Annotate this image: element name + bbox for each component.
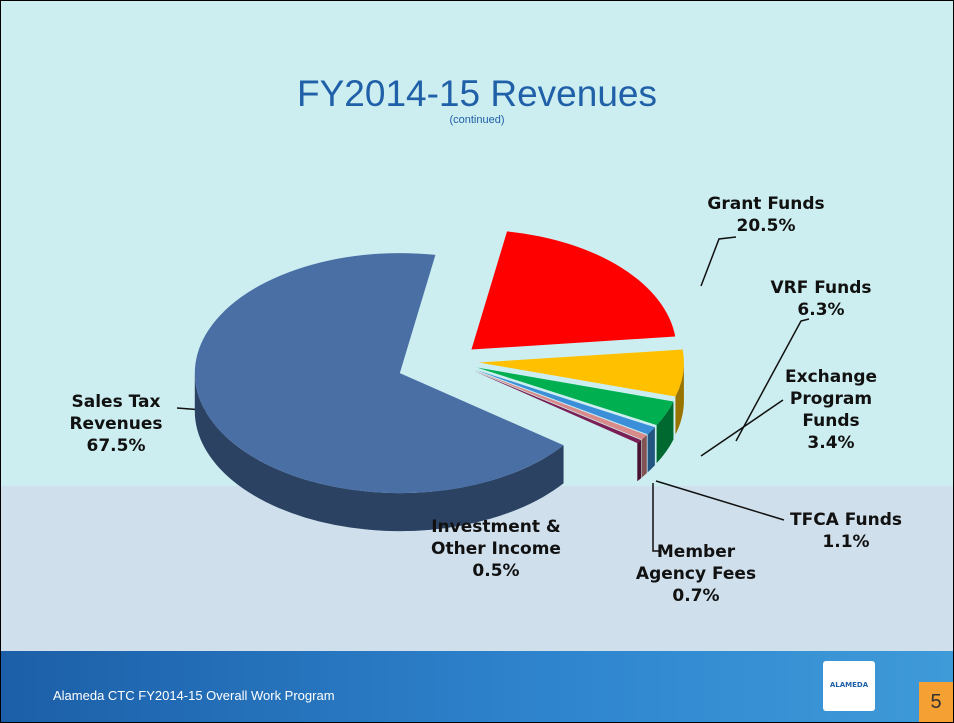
leader-line [700, 236, 737, 287]
slice-label: TFCA Funds 1.1% [776, 509, 916, 553]
pie-slice [473, 370, 642, 444]
slice-side [647, 427, 655, 473]
slice-label: Sales Tax Revenues 67.5% [51, 391, 181, 457]
footer-bar [1, 651, 953, 722]
leader-line [700, 399, 784, 457]
pie-slice [476, 367, 674, 426]
leader-lines [176, 236, 810, 552]
slice-label: Member Agency Fees 0.7% [631, 541, 761, 607]
slice-side [194, 373, 564, 532]
slice-name: Exchange Program Funds [784, 367, 878, 431]
slice-value: 0.7% [672, 586, 720, 606]
chart-title: FY2014-15 Revenues [297, 73, 657, 114]
slice-value: 3.4% [807, 433, 855, 453]
slice-label: Investment & Other Income 0.5% [416, 516, 576, 582]
slice-name: VRF Funds [770, 278, 872, 298]
slice-side-shade [656, 401, 674, 464]
slice-side [675, 362, 684, 435]
logo-text: ALAMEDA [829, 681, 869, 689]
slice-value: 67.5% [86, 436, 146, 456]
slice-side [656, 401, 674, 464]
slice-value: 6.3% [797, 300, 845, 320]
slice-label: Grant Funds 20.5% [691, 193, 841, 237]
slice-value: 1.1% [822, 532, 870, 552]
slice-side [637, 440, 642, 482]
chart-subtitle: (continued) [449, 114, 505, 126]
page-number: 5 [919, 682, 953, 722]
slice-side-shade [675, 362, 684, 435]
slice-label: Exchange Program Funds 3.4% [766, 366, 896, 454]
slice-side-shade [647, 427, 655, 473]
leader-line [735, 318, 810, 442]
slice-name: Investment & Other Income [431, 517, 561, 559]
pie-slice [474, 370, 647, 440]
slice-name: Grant Funds [707, 194, 825, 214]
slice-side-shade [637, 440, 642, 482]
pie-slice [471, 231, 676, 350]
slice-name: TFCA Funds [789, 510, 903, 530]
slice-side [641, 435, 647, 478]
leader-line [652, 483, 661, 552]
slice-side-shade [641, 435, 647, 478]
slice-name: Sales Tax Revenues [69, 392, 163, 434]
slice-value: 20.5% [736, 216, 796, 236]
slice-value: 0.5% [472, 561, 520, 581]
footer-text: Alameda CTC FY2014-15 Overall Work Progr… [53, 688, 335, 703]
slice-side-shade [194, 373, 564, 532]
chart [176, 231, 810, 552]
pie-slice [478, 349, 684, 397]
pie-slice [475, 369, 655, 435]
leader-line [655, 480, 785, 521]
pie-slice [194, 253, 564, 494]
slice-label: VRF Funds 6.3% [761, 277, 881, 321]
logo: ALAMEDA [823, 661, 875, 711]
slice-name: Member Agency Fees [635, 542, 757, 584]
